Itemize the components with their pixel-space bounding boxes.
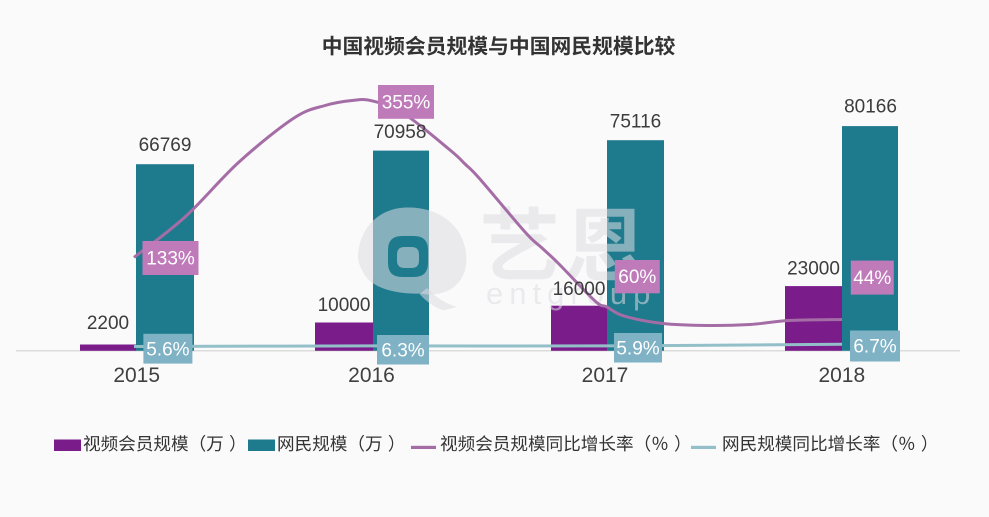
svg-text:60%: 60% [618,267,656,288]
svg-text:2015: 2015 [113,364,160,387]
svg-text:75116: 75116 [610,112,661,133]
svg-text:2018: 2018 [818,364,865,387]
svg-text:16000: 16000 [553,279,606,300]
svg-text:6.7%: 6.7% [853,337,896,358]
svg-text:2200: 2200 [87,313,129,334]
svg-text:2016: 2016 [348,364,395,387]
svg-text:133%: 133% [146,249,195,270]
svg-text:80166: 80166 [844,97,897,118]
svg-text:2017: 2017 [582,364,629,387]
svg-text:66769: 66769 [139,135,192,156]
svg-text:10000: 10000 [318,295,371,316]
svg-text:70958: 70958 [374,122,427,143]
svg-text:6.3%: 6.3% [381,340,424,361]
svg-text:23000: 23000 [787,259,840,280]
svg-text:5.9%: 5.9% [616,338,659,359]
svg-text:355%: 355% [382,93,431,114]
svg-text:5.6%: 5.6% [146,339,189,360]
svg-text:44%: 44% [853,268,891,289]
